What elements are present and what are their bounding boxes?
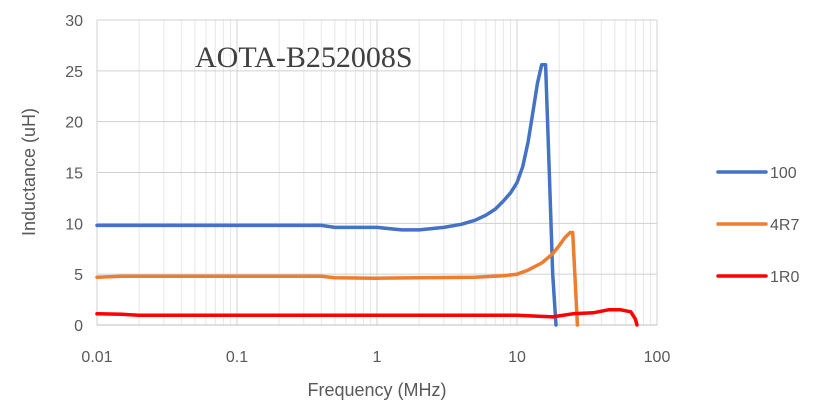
series-line-1R0	[95, 308, 639, 327]
legend-label-100: 100	[770, 165, 797, 182]
y-tick-label: 30	[65, 13, 83, 30]
series-line-4R7	[95, 230, 580, 327]
axes: 0 5 10 15 20 25 30 0.01 0.1 1 10 100	[65, 13, 670, 366]
y-tick-label: 15	[65, 166, 83, 183]
series-line-100	[95, 62, 558, 327]
legend-label-4R7: 4R7	[770, 217, 799, 234]
series-lines	[95, 62, 639, 327]
y-tick-label: 10	[65, 216, 83, 233]
x-axis-title: Frequency (MHz)	[307, 380, 446, 400]
legend-label-1R0: 1R0	[770, 269, 799, 286]
x-tick-label: 0.1	[226, 349, 248, 366]
y-tick-label: 25	[65, 64, 83, 81]
x-tick-label: 0.01	[81, 349, 112, 366]
y-tick-label: 20	[65, 115, 83, 132]
y-tick-label: 5	[74, 267, 83, 284]
y-axis-title: Inductance (uH)	[19, 108, 39, 236]
legend: 100 4R7 1R0	[716, 165, 799, 286]
chart-title: AOTA-B252008S	[195, 41, 413, 74]
x-tick-label: 10	[508, 349, 526, 366]
x-tick-label: 1	[373, 349, 382, 366]
y-tick-label: 0	[74, 318, 83, 335]
x-tick-label: 100	[644, 349, 671, 366]
